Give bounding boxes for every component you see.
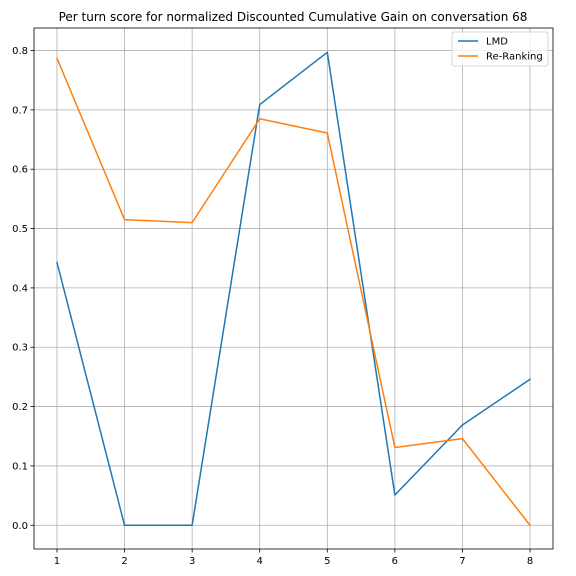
x-tick-label: 7 [459, 556, 465, 567]
y-axis: 0.0 0.1 0.2 0.3 0.4 0.5 0.6 0.7 0.8 [12, 46, 34, 532]
x-tick-label: 1 [54, 556, 60, 567]
series-line-re-ranking [55, 57, 532, 527]
grid [34, 28, 553, 549]
y-tick-label: 0.2 [12, 402, 28, 413]
series-layer [55, 51, 532, 527]
y-tick-label: 0.1 [12, 461, 28, 472]
y-tick-label: 0.6 [12, 165, 28, 176]
y-tick-label: 0.0 [12, 521, 28, 532]
y-tick-label: 0.8 [12, 46, 28, 57]
x-tick-label: 6 [392, 556, 398, 567]
legend-label: Re-Ranking [486, 52, 543, 63]
series-line-lmd [56, 51, 532, 527]
y-tick-label: 0.3 [12, 343, 28, 354]
y-tick-label: 0.5 [12, 224, 28, 235]
x-axis: 1 2 3 4 5 6 7 8 [54, 549, 533, 567]
plot-frame [33, 27, 554, 550]
x-tick-label: 3 [189, 556, 195, 567]
x-tick-label: 5 [324, 556, 330, 567]
y-tick-label: 0.7 [12, 105, 28, 116]
legend-label: LMD [486, 37, 508, 48]
x-tick-label: 2 [121, 556, 127, 567]
legend: LMD Re-Ranking [451, 31, 549, 67]
x-tick-label: 8 [527, 556, 533, 567]
chart-title: Per turn score for normalized Discounted… [59, 10, 528, 24]
y-tick-label: 0.4 [12, 283, 28, 294]
x-tick-label: 4 [257, 556, 263, 567]
